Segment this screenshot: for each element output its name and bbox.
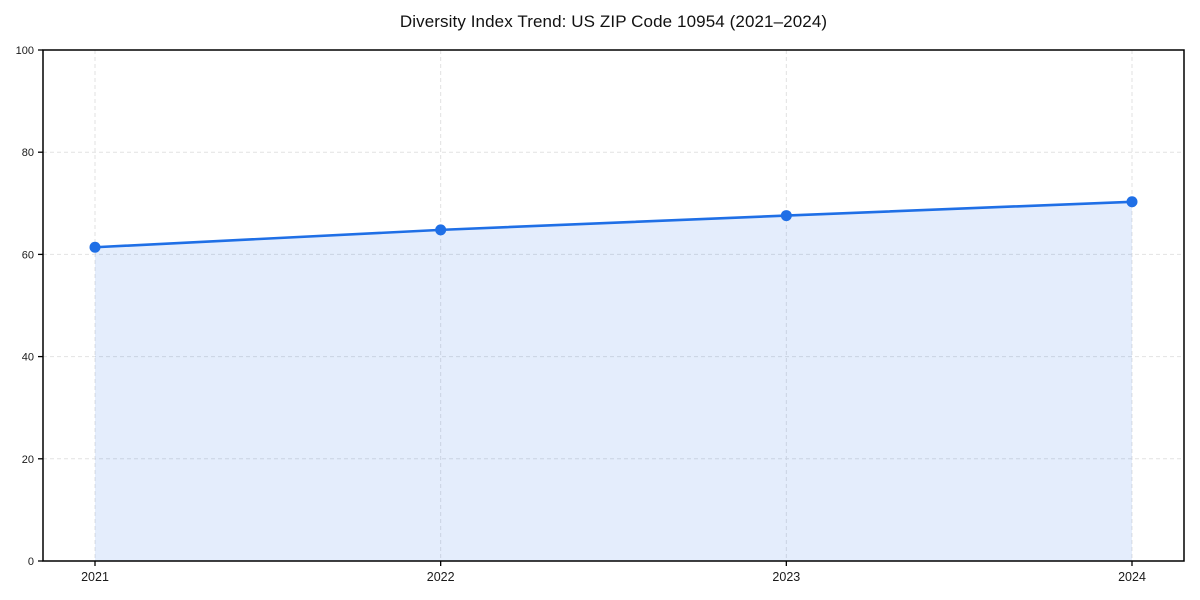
x-tick-label: 2023 xyxy=(772,570,800,584)
y-tick-label: 0 xyxy=(28,556,34,568)
y-tick-label: 40 xyxy=(22,352,34,364)
trend-line xyxy=(93,200,1134,249)
y-tick-label: 20 xyxy=(22,454,34,466)
y-tick-label: 60 xyxy=(22,249,34,261)
data-point xyxy=(435,224,447,236)
y-tick-label: 80 xyxy=(22,147,34,159)
data-point xyxy=(89,241,101,253)
chart-title: Diversity Index Trend: US ZIP Code 10954… xyxy=(399,12,828,31)
area-fill xyxy=(95,201,1132,561)
data-point xyxy=(780,210,792,222)
x-tick-label: 2022 xyxy=(427,570,455,584)
y-tick-label: 100 xyxy=(16,45,34,57)
plot-border xyxy=(42,49,1185,562)
x-tick-label: 2021 xyxy=(81,570,109,584)
x-tick-label: 2024 xyxy=(1118,570,1146,584)
data-point xyxy=(1126,196,1138,208)
